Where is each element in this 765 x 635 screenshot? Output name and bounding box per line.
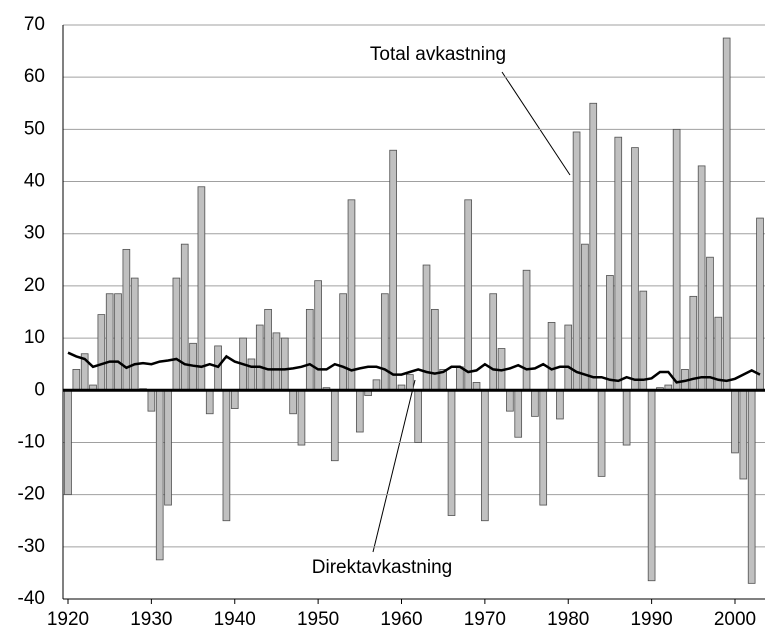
y-tick-label: -30 [18, 536, 45, 557]
x-tick-label: 1970 [464, 609, 506, 630]
bar [205, 389, 214, 415]
x-tick-label: 1940 [214, 609, 256, 630]
bar [531, 389, 539, 417]
bar [606, 275, 614, 391]
bar [347, 199, 356, 391]
bar [697, 165, 706, 391]
bar [489, 293, 498, 391]
x-tick-label: 1980 [547, 609, 589, 630]
y-tick-label: 60 [24, 66, 45, 87]
bar [289, 389, 297, 415]
bar [147, 389, 156, 412]
bar [230, 389, 239, 409]
bar [414, 389, 422, 443]
bar [72, 368, 81, 391]
bar [722, 37, 731, 391]
bar [564, 324, 573, 391]
bar [330, 389, 339, 462]
x-tick-label: 1950 [297, 609, 339, 630]
bar [506, 389, 514, 412]
bar [639, 290, 648, 391]
bar [556, 389, 564, 420]
y-tick-label: 50 [24, 118, 45, 139]
y-tick-label: -40 [18, 588, 45, 609]
bar [114, 293, 122, 391]
y-tick-label: -10 [18, 431, 45, 452]
bar [647, 389, 656, 582]
bar [622, 389, 631, 446]
bar [305, 308, 314, 391]
bar [739, 389, 748, 480]
bar [105, 293, 114, 391]
y-tick-label: -20 [18, 484, 45, 505]
bar [381, 293, 389, 391]
leader-line [501, 71, 571, 176]
y-tick-label: 20 [24, 275, 45, 296]
bar [389, 149, 397, 391]
x-tick-label: 2000 [714, 609, 756, 630]
y-tick-label: 40 [24, 171, 45, 192]
bar [672, 128, 681, 391]
x-tick-label: 1930 [130, 609, 172, 630]
bar [280, 337, 289, 391]
bar [614, 136, 623, 391]
bar [339, 293, 347, 391]
bar [706, 256, 714, 391]
bar [355, 389, 364, 433]
bar [464, 199, 473, 391]
bar [264, 308, 272, 391]
bar [64, 389, 72, 496]
x-tick-label: 1960 [380, 609, 422, 630]
bar [222, 389, 231, 522]
bar [547, 322, 556, 391]
bar [572, 131, 581, 391]
bar [130, 277, 139, 391]
bar [539, 389, 548, 506]
bar [456, 366, 464, 391]
y-tick-label: 30 [24, 223, 45, 244]
bar [689, 295, 698, 391]
bar [164, 389, 172, 506]
y-tick-label: 0 [34, 379, 45, 400]
line [67, 351, 761, 384]
y-tick-label: 10 [24, 327, 45, 348]
y-tick-label: 70 [24, 14, 45, 35]
bar [631, 147, 639, 391]
bar [172, 277, 181, 391]
bar [97, 314, 106, 391]
annotation: Direktavkastning [312, 557, 452, 578]
bar [747, 389, 756, 584]
bar [589, 102, 598, 391]
annotation: Total avkastning [370, 44, 506, 65]
bar [581, 243, 589, 391]
bar [597, 389, 606, 477]
bar [155, 389, 164, 561]
bar [247, 358, 256, 391]
bar [197, 186, 206, 391]
bar [180, 243, 189, 391]
x-tick-label: 1990 [630, 609, 672, 630]
bar [431, 308, 439, 391]
bar [406, 374, 414, 391]
bar [372, 379, 381, 391]
bar [731, 389, 739, 454]
bar [514, 389, 523, 438]
bar [447, 389, 456, 516]
bar [756, 217, 764, 391]
bar [255, 324, 264, 391]
x-tick-label: 1920 [47, 609, 89, 630]
leader-line [372, 379, 416, 553]
bar [297, 389, 306, 446]
bar [272, 332, 281, 391]
bar [314, 280, 322, 391]
bar [481, 389, 489, 522]
bar [522, 269, 531, 391]
